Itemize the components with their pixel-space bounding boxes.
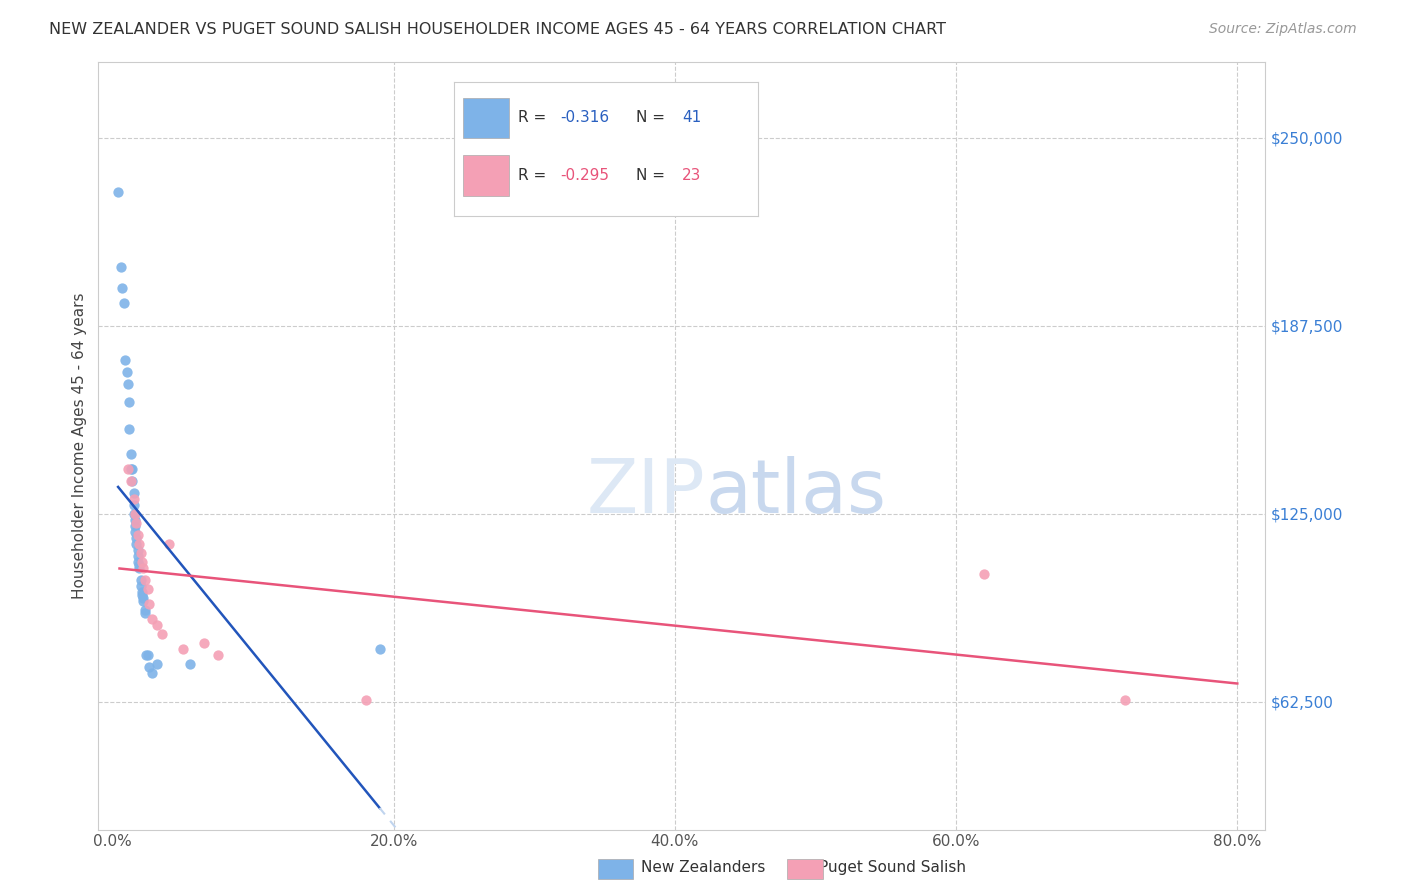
Point	[124, 524, 146, 539]
Text: atlas: atlas	[706, 456, 886, 529]
Point	[120, 446, 142, 460]
Text: Puget Sound Salish: Puget Sound Salish	[820, 860, 966, 874]
Point	[973, 566, 995, 581]
Point	[128, 558, 150, 572]
Point	[115, 365, 138, 379]
Point	[134, 606, 156, 620]
Point	[150, 627, 173, 641]
Point	[146, 618, 169, 632]
Point	[124, 513, 146, 527]
Point	[129, 579, 152, 593]
Point	[121, 474, 143, 488]
Point	[125, 531, 148, 545]
Point	[132, 594, 155, 608]
Point	[132, 591, 155, 605]
Point	[122, 498, 145, 512]
Point	[110, 260, 132, 274]
Point	[128, 537, 150, 551]
Point	[117, 461, 139, 475]
Point	[131, 588, 153, 602]
Point	[125, 516, 148, 530]
Point	[134, 603, 156, 617]
Point	[127, 555, 149, 569]
Point	[124, 507, 146, 521]
Point	[146, 657, 169, 672]
Point	[122, 485, 145, 500]
Point	[131, 555, 153, 569]
Point	[117, 377, 139, 392]
Text: ZIP: ZIP	[586, 456, 706, 529]
Point	[135, 648, 157, 662]
Text: NEW ZEALANDER VS PUGET SOUND SALISH HOUSEHOLDER INCOME AGES 45 - 64 YEARS CORREL: NEW ZEALANDER VS PUGET SOUND SALISH HOUS…	[49, 22, 946, 37]
Point	[118, 395, 141, 409]
Point	[107, 185, 129, 199]
Point	[114, 353, 136, 368]
Text: New Zealanders: New Zealanders	[641, 860, 765, 874]
Y-axis label: Householder Income Ages 45 - 64 years: Householder Income Ages 45 - 64 years	[72, 293, 87, 599]
Point	[127, 549, 149, 563]
Point	[129, 546, 152, 560]
Point	[179, 657, 201, 672]
Point	[128, 561, 150, 575]
Point	[118, 422, 141, 436]
Point	[124, 518, 146, 533]
Point	[157, 537, 180, 551]
Point	[127, 542, 149, 557]
Point	[136, 648, 159, 662]
Point	[141, 612, 163, 626]
Point	[120, 461, 142, 475]
Point	[136, 582, 159, 596]
Point	[207, 648, 229, 662]
Point	[122, 491, 145, 506]
Point	[122, 507, 145, 521]
Point	[112, 296, 135, 310]
Point	[354, 693, 377, 707]
Point	[138, 660, 160, 674]
Text: Source: ZipAtlas.com: Source: ZipAtlas.com	[1209, 22, 1357, 37]
Point	[129, 573, 152, 587]
Point	[141, 666, 163, 681]
Point	[193, 636, 215, 650]
Point	[125, 537, 148, 551]
Point	[172, 642, 194, 657]
Point	[120, 474, 142, 488]
Point	[121, 461, 143, 475]
Point	[132, 561, 155, 575]
Point	[138, 597, 160, 611]
Point	[127, 527, 149, 541]
Point	[1114, 693, 1136, 707]
Point	[368, 642, 391, 657]
Point	[131, 585, 153, 599]
Point	[111, 281, 134, 295]
Point	[134, 573, 156, 587]
